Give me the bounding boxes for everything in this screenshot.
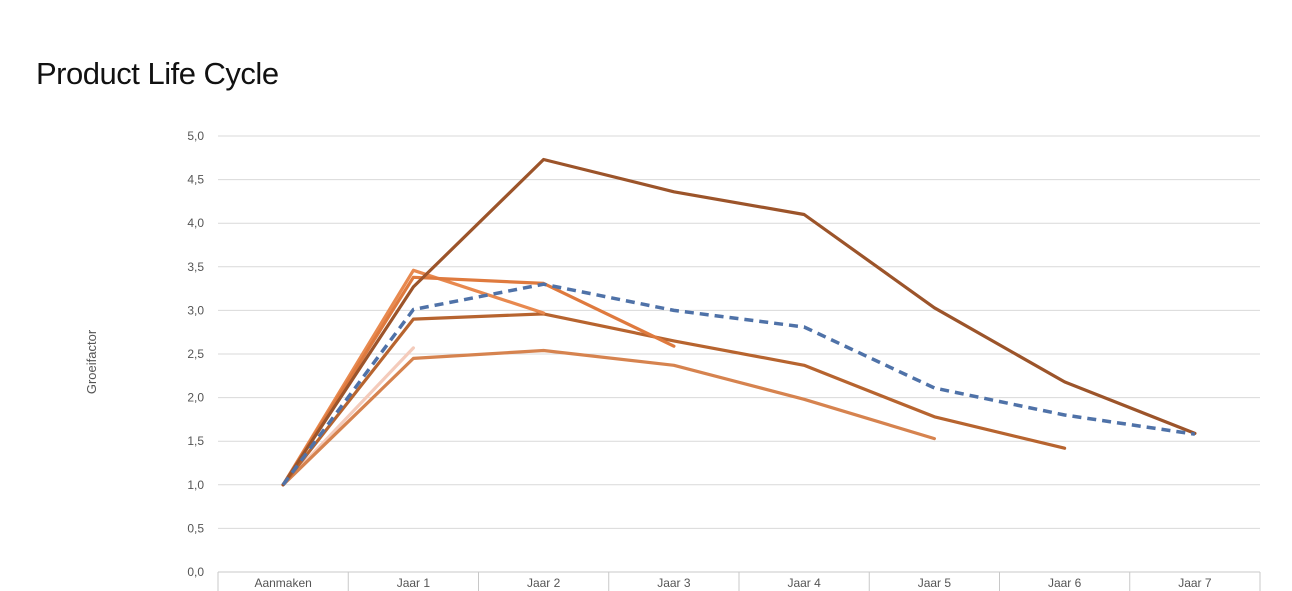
series-line-4 [281,268,546,487]
series-lines [281,157,1197,487]
y-tick-label: 3,0 [187,303,204,317]
x-tick-label: Jaar 6 [1048,576,1082,590]
y-tick-label: 0,0 [187,565,204,579]
series-line-2 [281,348,936,487]
x-tick-label: Jaar 4 [787,576,821,590]
gridlines [218,135,1260,573]
x-tick-label: Jaar 5 [918,576,952,590]
y-tick-label: 2,5 [187,347,204,361]
y-tick-label: 0,5 [187,521,204,535]
y-axis-ticks: 0,0 0,5 1,0 1,5 2,0 2,5 3,0 3,5 4,0 4,5 5,0 [187,129,204,579]
x-tick-label: Jaar 7 [1178,576,1212,590]
series-line-6 [281,157,1197,487]
y-tick-label: 2,0 [187,391,204,405]
y-tick-label: 4,5 [187,173,204,187]
y-tick-label: 1,0 [187,478,204,492]
y-tick-label: 1,5 [187,434,204,448]
chart-title: Product Life Cycle [36,56,279,91]
y-tick-label: 4,0 [187,216,204,230]
y-tick-label: 5,0 [187,129,204,143]
x-tick-label: Jaar 1 [397,576,431,590]
x-axis: Aanmaken Jaar 1 Jaar 2 Jaar 3 Jaar 4 Jaar 5 Ja… [217,572,1261,591]
y-axis-label: Groeifactor [84,329,99,394]
y-tick-label: 3,5 [187,260,204,274]
x-tick-label: Jaar 2 [527,576,561,590]
series-line-7 [281,282,1196,486]
x-tick-label: Jaar 3 [657,576,691,590]
series-line-5 [281,275,676,487]
x-tick-label: Aanmaken [254,576,311,590]
series-line-3 [281,312,1067,487]
